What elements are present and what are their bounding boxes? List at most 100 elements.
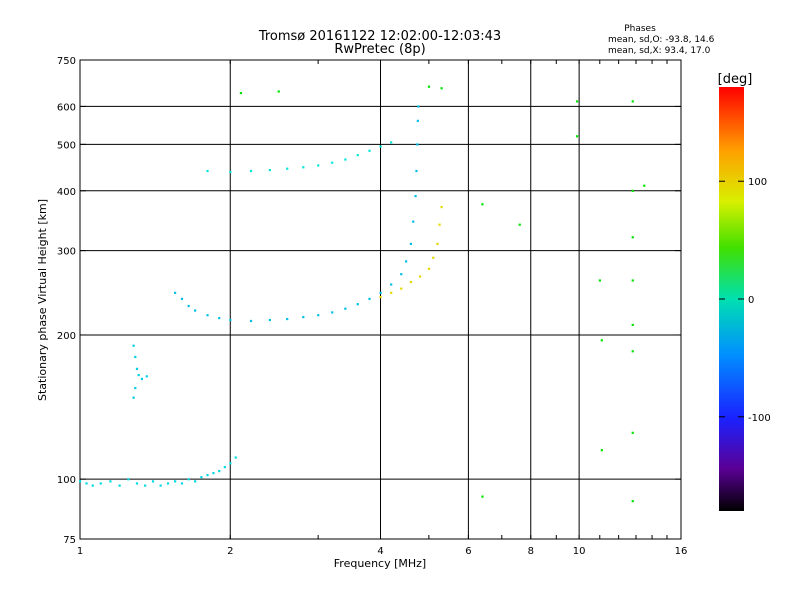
- data-point: [379, 291, 382, 294]
- data-point: [234, 456, 237, 459]
- x-tick-label: 16: [675, 546, 688, 557]
- data-point: [390, 141, 393, 144]
- data-point: [109, 480, 112, 483]
- x-tick-label: 2: [227, 546, 233, 557]
- data-point: [173, 480, 177, 483]
- axis-ticks: 1 2 4 6 8 10 16 75 100 200 300 400 500 600 750: [57, 56, 687, 557]
- data-point: [317, 164, 320, 167]
- data-point: [286, 167, 289, 170]
- y-tick-label: 300: [57, 247, 76, 258]
- data-point: [600, 339, 603, 342]
- data-point: [405, 260, 408, 263]
- data-point: [414, 195, 417, 198]
- data-point: [631, 279, 634, 282]
- data-point: [180, 482, 184, 485]
- data-point: [132, 396, 135, 399]
- colorbar-tick-label: 0: [748, 295, 754, 306]
- data-point: [187, 304, 190, 308]
- data-point: [137, 373, 140, 377]
- data-point: [194, 309, 197, 312]
- data-point: [631, 100, 634, 103]
- data-point: [518, 223, 521, 226]
- y-tick-label: 750: [57, 56, 76, 67]
- data-point: [249, 169, 253, 173]
- data-point: [200, 476, 203, 479]
- data-point: [438, 223, 441, 226]
- data-point: [135, 367, 139, 370]
- data-point: [409, 280, 412, 284]
- data-point: [356, 154, 359, 157]
- data-point: [379, 296, 382, 299]
- x-tick-label: 6: [465, 546, 471, 557]
- data-point: [631, 323, 634, 327]
- gridlines: [80, 60, 681, 539]
- data-point: [419, 275, 422, 278]
- data-point: [302, 316, 305, 319]
- y-tick-label: 600: [57, 102, 76, 113]
- data-point: [412, 220, 415, 223]
- data-point: [206, 474, 209, 477]
- colorbar-tick-label: 100: [748, 177, 767, 188]
- x-axis-label: Frequency [MHz]: [334, 557, 426, 570]
- data-point: [416, 119, 419, 122]
- data-point: [187, 478, 190, 481]
- chart-subtitle: RwPretec (8p): [334, 42, 425, 57]
- data-point: [631, 350, 634, 353]
- data-point: [400, 273, 403, 276]
- data-point: [249, 319, 253, 323]
- data-point: [173, 291, 177, 294]
- data-point: [600, 449, 603, 452]
- data-point: [223, 466, 226, 469]
- data-point: [229, 318, 232, 322]
- data-point: [440, 205, 443, 209]
- data-point: [368, 297, 371, 300]
- data-point: [331, 161, 334, 164]
- data-point: [390, 291, 393, 294]
- data-point: [575, 100, 579, 103]
- data-point: [145, 375, 148, 378]
- y-tick-label: 200: [57, 331, 76, 342]
- data-point: [631, 431, 634, 434]
- data-point: [432, 256, 435, 259]
- data-point: [598, 279, 601, 282]
- data-point: [229, 170, 232, 174]
- x-tick-label: 8: [528, 546, 534, 557]
- data-point: [631, 236, 634, 239]
- y-tick-label: 400: [57, 187, 76, 198]
- data-point: [218, 469, 221, 473]
- data-point: [317, 314, 320, 317]
- data-point: [344, 307, 347, 310]
- data-point: [481, 495, 484, 498]
- data-point: [302, 166, 305, 169]
- data-points: [79, 85, 646, 503]
- data-point: [118, 484, 121, 487]
- data-point: [132, 344, 135, 347]
- data-point: [356, 303, 359, 306]
- data-point: [427, 267, 431, 270]
- data-point: [91, 484, 94, 487]
- data-point: [85, 482, 88, 485]
- data-point: [79, 480, 82, 483]
- data-point: [144, 484, 147, 487]
- data-point: [135, 482, 139, 485]
- data-point: [268, 318, 271, 322]
- data-point: [206, 314, 209, 317]
- data-point: [481, 203, 484, 206]
- data-point: [206, 169, 209, 173]
- data-point: [427, 85, 431, 88]
- data-point: [415, 169, 418, 173]
- data-point: [229, 462, 232, 465]
- stats-line-x: mean, sd,X: 93.4, 17.0: [608, 46, 711, 56]
- y-tick-label: 500: [57, 140, 76, 151]
- data-point: [440, 87, 443, 90]
- data-point: [134, 386, 137, 390]
- y-tick-label: 75: [63, 535, 76, 546]
- data-point: [344, 158, 347, 161]
- stats-line-o: mean, sd,O: -93.8, 14.6: [608, 35, 715, 45]
- data-point: [631, 189, 634, 192]
- chart-title: Tromsø 20161122 12:02:00-12:03:43: [258, 29, 501, 44]
- data-point: [134, 355, 137, 359]
- data-point: [436, 242, 439, 245]
- data-point: [194, 480, 197, 483]
